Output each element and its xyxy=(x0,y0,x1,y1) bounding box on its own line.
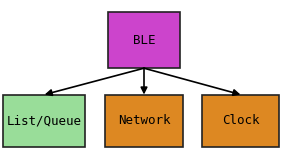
FancyBboxPatch shape xyxy=(3,95,85,147)
Text: Clock: Clock xyxy=(222,114,259,127)
Text: List/Queue: List/Queue xyxy=(6,114,82,127)
FancyBboxPatch shape xyxy=(105,95,183,147)
FancyBboxPatch shape xyxy=(108,12,180,68)
Text: BLE: BLE xyxy=(133,34,155,47)
FancyBboxPatch shape xyxy=(202,95,279,147)
Text: Network: Network xyxy=(118,114,170,127)
